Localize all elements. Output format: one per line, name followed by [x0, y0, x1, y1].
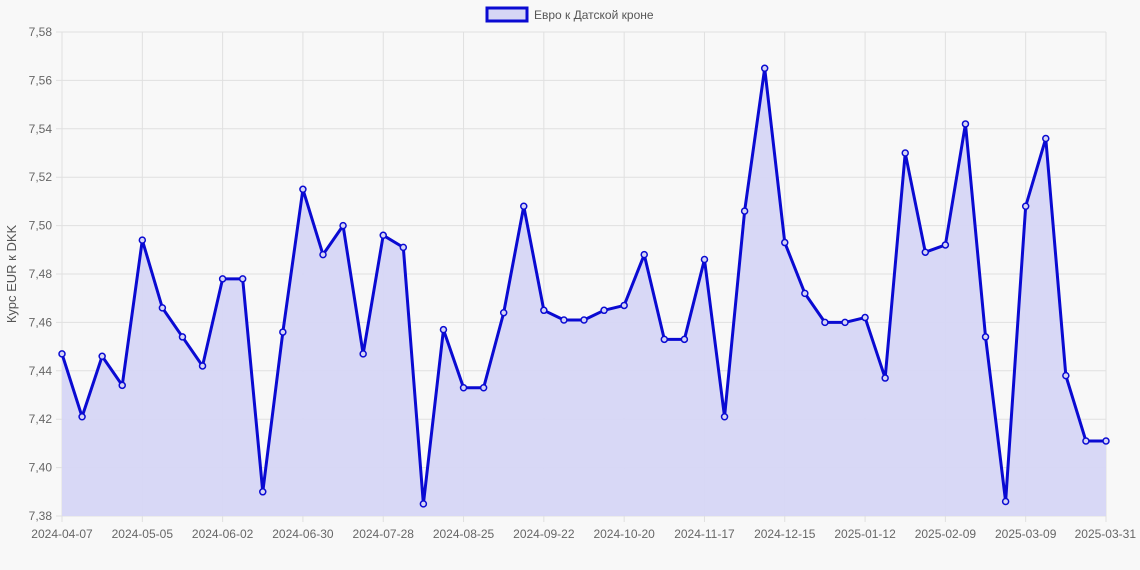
- data-point[interactable]: [600, 306, 608, 315]
- x-tick-label: 2025-03-31: [1075, 527, 1137, 541]
- legend-swatch[interactable]: [485, 6, 529, 23]
- data-point[interactable]: [841, 318, 849, 327]
- y-tick-label: 7,50: [29, 219, 53, 233]
- x-tick-label: 2024-09-22: [513, 527, 575, 541]
- data-point[interactable]: [921, 248, 930, 256]
- y-tick-label: 7,54: [29, 122, 53, 136]
- data-point[interactable]: [158, 304, 167, 312]
- data-point[interactable]: [439, 325, 448, 334]
- data-point[interactable]: [98, 352, 106, 361]
- x-tick-label: 2024-07-28: [353, 527, 415, 541]
- data-point[interactable]: [720, 413, 729, 421]
- data-point[interactable]: [640, 250, 648, 259]
- data-point[interactable]: [760, 64, 769, 73]
- data-point[interactable]: [178, 333, 187, 341]
- data-point[interactable]: [1042, 134, 1050, 143]
- data-point[interactable]: [499, 308, 508, 317]
- x-tick-label: 2024-04-07: [31, 527, 93, 541]
- data-point[interactable]: [299, 185, 307, 194]
- x-tick-label: 2024-12-15: [754, 527, 816, 541]
- y-tick-label: 7,40: [29, 461, 53, 475]
- data-point[interactable]: [479, 383, 488, 392]
- y-tick-label: 7,46: [29, 315, 53, 329]
- legend[interactable]: Евро к Датской кроне: [485, 6, 654, 23]
- data-point[interactable]: [781, 238, 789, 247]
- data-point[interactable]: [198, 362, 207, 370]
- data-point[interactable]: [540, 306, 548, 315]
- x-axis-ticks: 2024-04-07 2024-05-05 2024-06-02 2024-06-30…: [31, 527, 1136, 541]
- y-tick-label: 7,52: [29, 170, 53, 184]
- data-point[interactable]: [118, 381, 126, 390]
- data-point[interactable]: [620, 301, 628, 310]
- data-point[interactable]: [901, 149, 909, 157]
- data-point[interactable]: [740, 207, 749, 215]
- data-point[interactable]: [279, 328, 287, 336]
- data-point[interactable]: [1082, 437, 1090, 445]
- data-point[interactable]: [399, 243, 408, 252]
- data-point[interactable]: [419, 500, 428, 508]
- data-point[interactable]: [700, 255, 709, 264]
- data-point[interactable]: [339, 221, 347, 230]
- data-point[interactable]: [319, 250, 327, 259]
- x-tick-label: 2024-06-30: [272, 527, 334, 541]
- y-axis-title: Курс EUR к DKK: [4, 224, 19, 323]
- x-tick-label: 2024-05-05: [112, 527, 174, 541]
- x-tick-label: 2024-11-17: [674, 527, 735, 541]
- data-point[interactable]: [560, 316, 568, 324]
- data-point[interactable]: [78, 413, 86, 421]
- data-point[interactable]: [1021, 202, 1030, 210]
- x-tick-label: 2024-10-20: [593, 527, 655, 541]
- data-point[interactable]: [1062, 371, 1070, 380]
- series-area-fill: [62, 68, 1106, 517]
- x-tick-label: 2025-03-09: [995, 527, 1057, 541]
- data-point[interactable]: [801, 289, 809, 298]
- data-point[interactable]: [379, 231, 387, 240]
- data-point[interactable]: [1102, 437, 1110, 445]
- y-tick-label: 7,56: [29, 73, 53, 87]
- data-point[interactable]: [1001, 497, 1010, 506]
- data-point[interactable]: [359, 350, 367, 358]
- y-tick-label: 7,44: [29, 364, 53, 378]
- data-point[interactable]: [680, 335, 689, 344]
- data-point[interactable]: [981, 333, 990, 341]
- x-tick-label: 2024-08-25: [433, 527, 495, 541]
- data-point[interactable]: [520, 202, 528, 210]
- y-tick-label: 7,48: [29, 267, 53, 281]
- y-tick-label: 7,38: [29, 509, 53, 523]
- x-tick-label: 2024-06-02: [192, 527, 254, 541]
- x-tick-label: 2025-02-09: [915, 527, 977, 541]
- y-tick-label: 7,58: [29, 25, 53, 39]
- y-tick-label: 7,42: [29, 412, 53, 426]
- legend-label[interactable]: Евро к Датской кроне: [534, 8, 654, 22]
- data-point[interactable]: [138, 236, 147, 244]
- data-point[interactable]: [580, 316, 588, 324]
- data-point[interactable]: [459, 383, 468, 392]
- data-point[interactable]: [259, 488, 267, 496]
- data-point[interactable]: [821, 318, 829, 327]
- data-point[interactable]: [961, 120, 970, 128]
- data-point[interactable]: [660, 335, 669, 344]
- data-point[interactable]: [238, 275, 247, 283]
- data-point[interactable]: [941, 241, 950, 249]
- data-point[interactable]: [861, 313, 869, 322]
- x-tick-label: 2025-01-12: [834, 527, 896, 541]
- data-point[interactable]: [881, 374, 889, 382]
- series-points: [58, 64, 1110, 508]
- y-axis-ticks: 7,38 7,40 7,42 7,44 7,46 7,48 7,50 7,52 7,54 7,56…: [29, 25, 53, 523]
- data-point[interactable]: [218, 275, 227, 283]
- data-point[interactable]: [58, 350, 66, 358]
